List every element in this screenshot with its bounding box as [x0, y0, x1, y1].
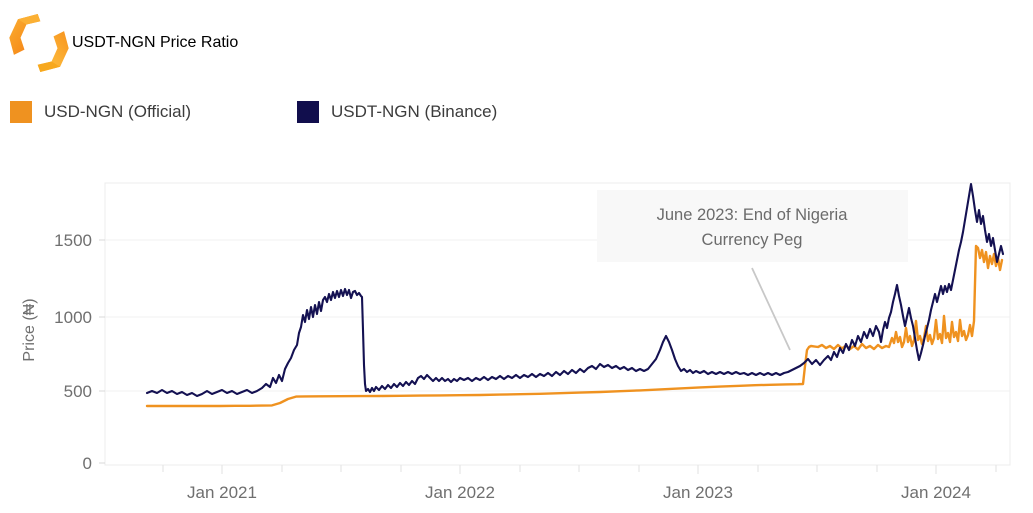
series-line-usd-ngn-official — [145, 244, 1004, 408]
chart-svg: 1500 1000 500 0 Price (₦) Jan — [21, 182, 1011, 502]
y-tick-label: 1500 — [54, 231, 92, 250]
legend-swatch-icon — [297, 101, 320, 123]
annotation-box — [597, 190, 908, 262]
y-axis-tick-labels: 1500 1000 500 0 — [54, 231, 92, 473]
x-axis-tick-labels: Jan 2021 Jan 2022 Jan 2023 Jan 2024 — [187, 483, 971, 502]
x-tick-label: Jan 2023 — [663, 483, 733, 502]
legend-item-binance[interactable]: USDT-NGN (Binance) — [297, 101, 497, 123]
legend-item-official[interactable]: USD-NGN (Official) — [10, 101, 191, 123]
annotation-leader-line — [751, 267, 791, 351]
page-title: USDT-NGN Price Ratio — [72, 34, 239, 51]
y-tick-label: 0 — [83, 454, 92, 473]
x-tick-label: Jan 2022 — [425, 483, 495, 502]
y-tick-marks — [99, 239, 105, 464]
legend-label-official: USD-NGN (Official) — [44, 102, 192, 121]
hexagon-swirl-logo-icon — [9, 13, 69, 73]
y-tick-label: 500 — [64, 382, 92, 401]
x-tick-label: Jan 2021 — [187, 483, 257, 502]
annotation-text-line1: June 2023: End of Nigeria — [657, 206, 849, 224]
page-header: USDT-NGN Price Ratio — [0, 0, 1033, 86]
y-tick-label: 1000 — [54, 308, 92, 327]
price-chart: 1500 1000 500 0 Price (₦) Jan — [0, 150, 1033, 513]
legend-swatch-icon — [10, 101, 32, 123]
x-tick-label: Jan 2024 — [901, 483, 971, 502]
legend-label-binance: USDT-NGN (Binance) — [331, 102, 498, 121]
chart-legend: USD-NGN (Official) USDT-NGN (Binance) — [10, 99, 497, 125]
annotation-text-line2: Currency Peg — [702, 231, 803, 249]
x-tick-marks — [162, 465, 997, 474]
y-axis-title: Price (₦) — [21, 298, 38, 361]
series-line-usdt-ngn-binance — [145, 182, 1005, 398]
